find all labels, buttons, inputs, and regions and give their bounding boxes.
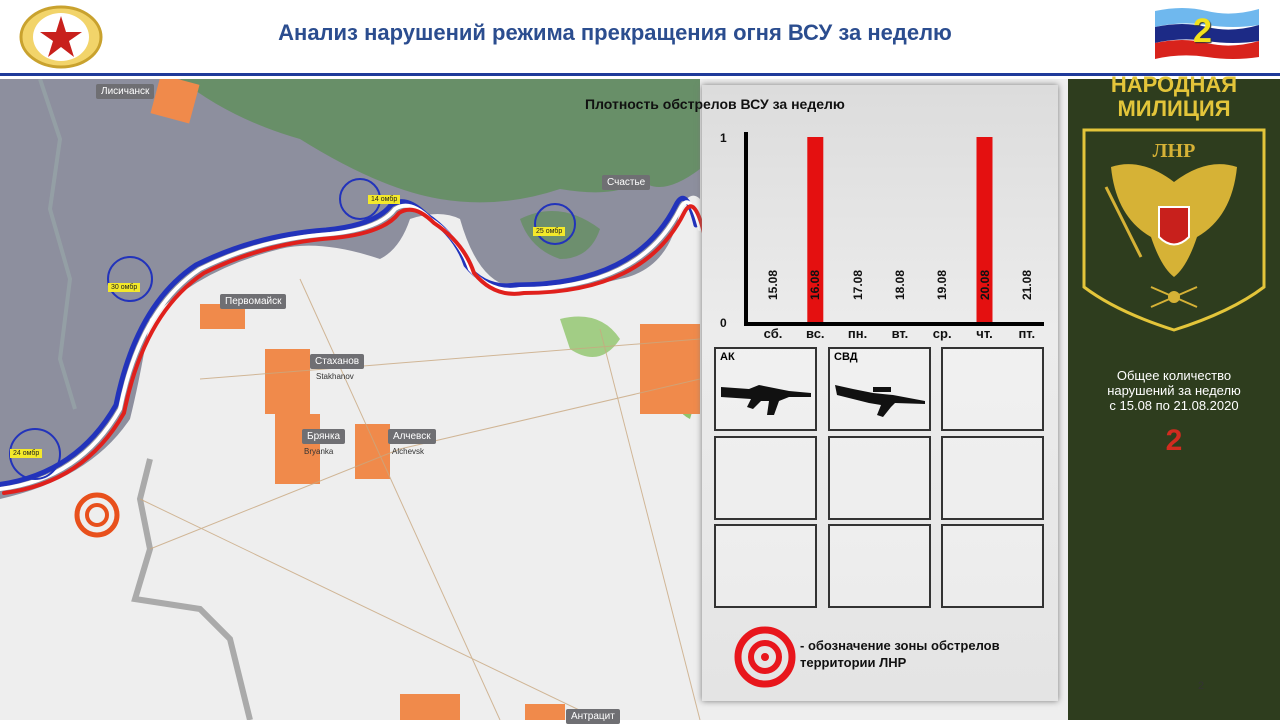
city-label: Алчевск xyxy=(388,429,436,444)
page-number: 2 xyxy=(1198,680,1205,692)
rifle-ak-icon xyxy=(721,385,811,415)
flag-number: 2 xyxy=(1193,12,1212,50)
x-tick-label: пн. xyxy=(847,326,868,341)
date-label: 15.08 xyxy=(766,269,780,300)
brigade-label: 30 омбр xyxy=(108,283,141,292)
x-tick-label: сб. xyxy=(763,326,783,341)
brigade-label: 24 омбр xyxy=(10,449,43,458)
weapon-cell xyxy=(828,436,931,520)
chart-title: Плотность обстрелов ВСУ за неделю xyxy=(585,96,845,112)
svg-text:ЛНР: ЛНР xyxy=(1153,140,1196,162)
city-label: Лисичанск xyxy=(96,84,155,99)
city-label-en: Stakhanov xyxy=(316,372,354,381)
summary-line: нарушений за неделю xyxy=(1107,383,1241,398)
rifle-svd-icon xyxy=(835,385,925,417)
target-icon xyxy=(734,626,796,688)
heading-line: НАРОДНАЯ xyxy=(1110,72,1238,97)
city-label: Брянка xyxy=(302,429,346,444)
weapon-label: СВД xyxy=(834,351,858,363)
weapon-cell xyxy=(714,436,817,520)
legend-text: - обозначение зоны обстрелов территории … xyxy=(800,638,1000,670)
city-label: Счастье xyxy=(602,175,651,190)
total-violations: 2 xyxy=(1165,424,1183,457)
summary-line: с 15.08 по 21.08.2020 xyxy=(1109,398,1239,413)
weapon-cell xyxy=(941,436,1044,520)
city-areas xyxy=(150,74,700,720)
x-tick-label: вт. xyxy=(891,326,909,341)
weapon-cell xyxy=(828,524,931,608)
target-icon xyxy=(74,492,120,538)
summary-line: Общее количество xyxy=(1116,368,1232,383)
border xyxy=(38,78,77,410)
weapon-cell: АК xyxy=(714,347,817,431)
forest-area xyxy=(180,79,700,203)
x-tick-label: ср. xyxy=(932,326,952,341)
city-label: Стаханов xyxy=(310,354,365,369)
brigade-label: 25 омбр xyxy=(533,227,566,236)
weapon-cell xyxy=(941,347,1044,431)
city-label-en: Alchevsk xyxy=(392,447,425,456)
roads xyxy=(139,278,701,721)
lnr-flag xyxy=(1155,8,1259,59)
x-tick-label: пт. xyxy=(1018,326,1036,341)
x-tick-label: вс. xyxy=(806,326,825,341)
date-label: 17.08 xyxy=(850,269,865,300)
y-tick-label: 1 xyxy=(720,131,727,145)
city-label-en: Bryanka xyxy=(304,447,334,456)
heading-line: МИЛИЦИЯ xyxy=(1117,96,1231,121)
weapon-cell xyxy=(714,524,817,608)
header: Анализ нарушений режима прекращения огня… xyxy=(0,0,1280,76)
date-label: 21.08 xyxy=(1019,269,1034,300)
date-label: 16.08 xyxy=(808,269,823,300)
side-heading: НАРОДНАЯ МИЛИЦИЯ xyxy=(1068,73,1280,121)
weapon-cell xyxy=(941,524,1044,608)
brigade-label: 14 омбр xyxy=(368,195,401,204)
date-label: 18.08 xyxy=(892,269,907,300)
bar xyxy=(976,137,993,322)
side-panel: НАРОДНАЯ МИЛИЦИЯ ЛНР Общее количество нар… xyxy=(1068,73,1280,720)
page-title: Анализ нарушений режима прекращения огня… xyxy=(278,20,952,45)
date-label: 20.08 xyxy=(977,269,992,300)
lnr-star-logo xyxy=(19,5,103,69)
weapon-label: АК xyxy=(720,351,735,363)
weapon-cell: СВД xyxy=(828,347,931,431)
city-label: Первомайск xyxy=(220,294,287,309)
bar xyxy=(807,137,824,322)
front-line xyxy=(0,195,706,495)
summary-text: Общее количество нарушений за неделю с 1… xyxy=(1068,368,1280,413)
date-label: 19.08 xyxy=(935,269,950,300)
lnr-emblem: ЛНР xyxy=(1082,128,1266,332)
y-tick-label: 0 xyxy=(720,316,727,330)
x-tick-label: чт. xyxy=(976,326,993,341)
